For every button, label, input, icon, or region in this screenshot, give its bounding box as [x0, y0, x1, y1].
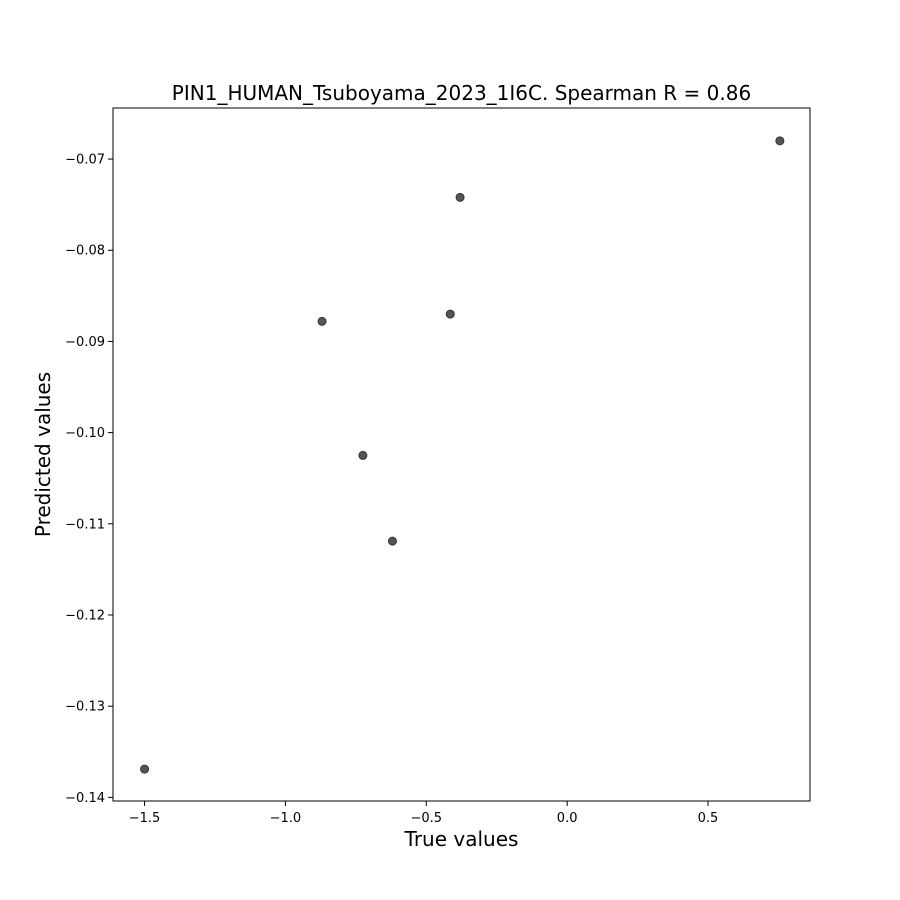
- y-tick-label: −0.11: [65, 517, 105, 532]
- x-tick-label: −1.0: [270, 811, 302, 826]
- x-tick-label: −1.5: [129, 811, 161, 826]
- x-tick-label: 0.0: [557, 811, 578, 826]
- data-point: [387, 536, 397, 546]
- data-point: [140, 764, 150, 774]
- x-axis-label: True values: [404, 827, 519, 851]
- x-axis-ticks: −1.5 −1.0 −0.5 0.0 0.5: [129, 801, 719, 826]
- data-point: [455, 192, 465, 202]
- y-tick-label: −0.07: [65, 153, 105, 168]
- data-points: [140, 136, 785, 774]
- x-tick-label: 0.5: [698, 811, 719, 826]
- x-tick-label: −0.5: [410, 811, 442, 826]
- chart-title: PIN1_HUMAN_Tsuboyama_2023_1I6C. Spearman…: [172, 81, 751, 105]
- y-tick-label: −0.10: [65, 426, 105, 441]
- y-tick-label: −0.12: [65, 608, 105, 623]
- y-tick-label: −0.14: [65, 791, 105, 806]
- data-point: [317, 316, 327, 326]
- y-tick-label: −0.13: [65, 700, 105, 715]
- y-tick-label: −0.08: [65, 244, 105, 259]
- y-axis-label: Predicted values: [31, 372, 55, 537]
- y-tick-label: −0.09: [65, 335, 105, 350]
- data-point: [358, 450, 368, 460]
- plot-frame: [112, 107, 811, 802]
- data-point: [445, 309, 455, 319]
- y-axis-ticks: −0.07 −0.08 −0.09 −0.10 −0.11 −0.12 −0.13 −0.14: [65, 153, 113, 806]
- data-point: [775, 136, 785, 146]
